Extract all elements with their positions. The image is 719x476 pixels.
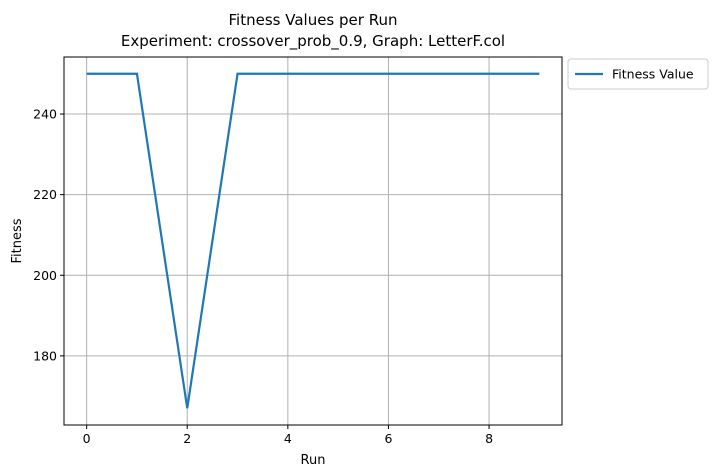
series-layer [86, 72, 540, 409]
x-tick-label: 4 [284, 431, 292, 446]
plot-area [63, 56, 563, 426]
x-tick-label: 8 [485, 431, 493, 446]
y-axis-label: Fitness [10, 218, 25, 263]
x-tick-label: 0 [83, 431, 91, 446]
legend-box [567, 58, 709, 90]
x-tick-label: 2 [183, 431, 191, 446]
y-tick-label: 180 [33, 348, 57, 363]
series-line [86, 72, 540, 409]
ticks: 0 2 4 6 8 180 200 220 240 [33, 107, 493, 446]
legend: Fitness Value [567, 58, 709, 90]
grid [64, 57, 562, 425]
y-tick-label: 220 [33, 187, 57, 202]
chart-title: Fitness Values per Run [229, 11, 398, 29]
y-tick-label: 200 [33, 268, 57, 283]
x-axis-label: Run [301, 453, 326, 468]
legend-label: Fitness Value [612, 67, 694, 82]
y-tick-label: 240 [33, 107, 57, 122]
chart-subtitle: Experiment: crossover_prob_0.9, Graph: L… [121, 32, 505, 51]
x-tick-label: 6 [384, 431, 392, 446]
